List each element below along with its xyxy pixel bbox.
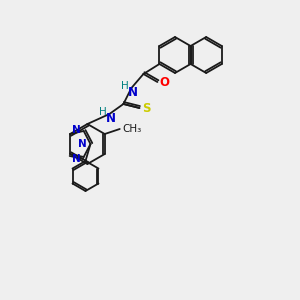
Text: O: O xyxy=(159,76,170,88)
Text: N: N xyxy=(72,125,81,135)
Text: N: N xyxy=(128,85,137,98)
Text: H: H xyxy=(98,107,106,117)
Text: CH₃: CH₃ xyxy=(123,124,142,134)
Text: H: H xyxy=(121,81,128,91)
Text: S: S xyxy=(142,101,151,115)
Text: N: N xyxy=(105,112,116,125)
Text: N: N xyxy=(72,154,81,164)
Text: N: N xyxy=(78,139,87,149)
